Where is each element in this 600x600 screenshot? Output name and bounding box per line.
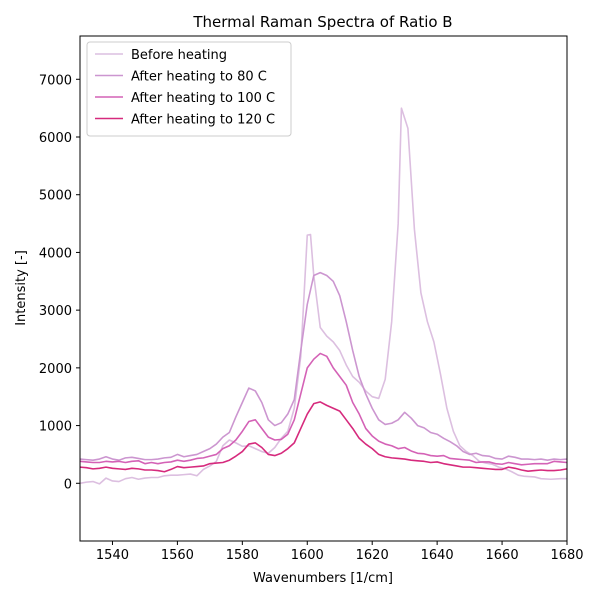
y-tick-label: 5000 <box>39 189 72 204</box>
x-axis: 1540 1560 1580 1600 1620 1640 1660 1680 <box>96 541 584 563</box>
y-tick-label: 6000 <box>39 131 72 146</box>
x-tick-label: 1640 <box>421 548 454 563</box>
legend-label: After heating to 100 C <box>131 91 275 106</box>
chart-title: Thermal Raman Spectra of Ratio B <box>192 13 452 31</box>
x-tick-label: 1620 <box>356 548 389 563</box>
x-tick-label: 1660 <box>486 548 519 563</box>
legend-label: After heating to 80 C <box>131 70 267 85</box>
x-tick-label: 1600 <box>291 548 324 563</box>
legend-label: Before heating <box>131 48 227 63</box>
legend-box <box>86 41 292 137</box>
y-tick-label: 0 <box>64 477 72 492</box>
y-axis: 0 1000 2000 3000 4000 5000 6000 7000 <box>39 73 80 492</box>
y-tick-label: 4000 <box>39 246 72 261</box>
series-line-2 <box>80 271 567 461</box>
x-tick-label: 1540 <box>96 548 129 563</box>
x-axis-title: Wavenumbers [1/cm] <box>253 571 393 586</box>
y-axis-title: Intensity [-] <box>14 250 29 326</box>
legend-label: After heating to 120 C <box>131 113 275 128</box>
y-tick-label: 2000 <box>39 362 72 377</box>
series-line-3 <box>80 352 567 466</box>
series-line-1 <box>80 107 567 485</box>
series-line-4 <box>80 401 567 473</box>
y-tick-label: 3000 <box>39 304 72 319</box>
x-tick-label: 1680 <box>550 548 583 563</box>
series-layer <box>80 107 567 485</box>
x-tick-label: 1580 <box>226 548 259 563</box>
x-tick-label: 1560 <box>161 548 194 563</box>
plot-frame <box>79 35 568 542</box>
legend: Before heating After heating to 80 C After… <box>86 41 292 137</box>
y-tick-label: 7000 <box>39 73 72 88</box>
y-tick-label: 1000 <box>39 420 72 435</box>
